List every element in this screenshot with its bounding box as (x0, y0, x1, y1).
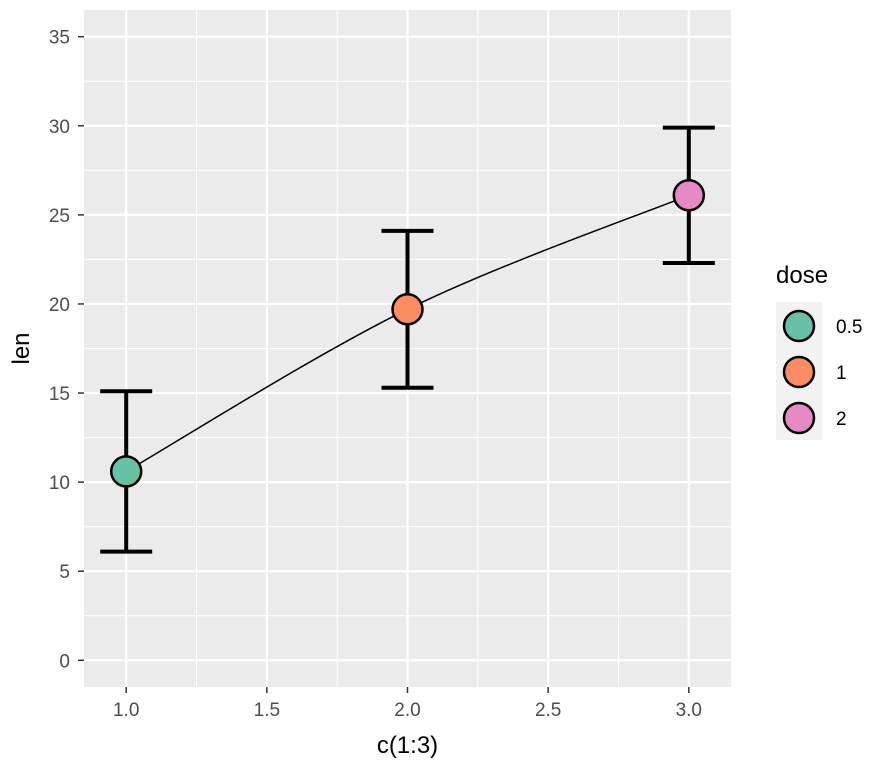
y-tick-label: 0 (59, 651, 70, 672)
y-tick-label: 5 (59, 562, 70, 583)
x-axis-title: c(1:3) (377, 732, 438, 759)
y-tick-label: 30 (49, 117, 70, 138)
x-tick-label: 2.5 (535, 700, 561, 721)
y-tick-label: 20 (49, 295, 70, 316)
x-axis: 1.0 1.5 2.0 2.5 3.0 (113, 687, 702, 721)
y-axis: 0 5 10 15 20 25 30 35 (49, 28, 84, 672)
legend-label: 2 (836, 409, 847, 430)
x-tick-label: 3.0 (676, 700, 702, 721)
data-points (109, 179, 706, 488)
x-tick-label: 1.5 (254, 700, 280, 721)
legend-items: 0.5 1 2 (782, 309, 862, 435)
legend-item: 0.5 (782, 309, 862, 343)
y-axis-title: len (8, 332, 35, 364)
legend: dose 0.5 1 2 (776, 262, 862, 440)
legend-label: 1 (836, 363, 847, 384)
x-tick-label: 2.0 (394, 700, 420, 721)
legend-item: 2 (782, 401, 847, 435)
legend-item: 1 (782, 355, 847, 389)
data-point-dose-0-5 (109, 455, 143, 488)
legend-label: 0.5 (836, 317, 862, 338)
x-tick-label: 1.0 (113, 700, 139, 721)
data-point-dose-2 (672, 179, 706, 212)
legend-key-0-5 (782, 309, 816, 343)
y-tick-label: 10 (49, 473, 70, 494)
y-tick-label: 15 (49, 384, 70, 405)
y-tick-label: 25 (49, 206, 70, 227)
y-tick-label: 35 (49, 28, 70, 49)
legend-title: dose (776, 262, 828, 289)
legend-key-1 (782, 355, 816, 389)
legend-key-2 (782, 401, 816, 435)
data-point-dose-1 (391, 293, 424, 326)
